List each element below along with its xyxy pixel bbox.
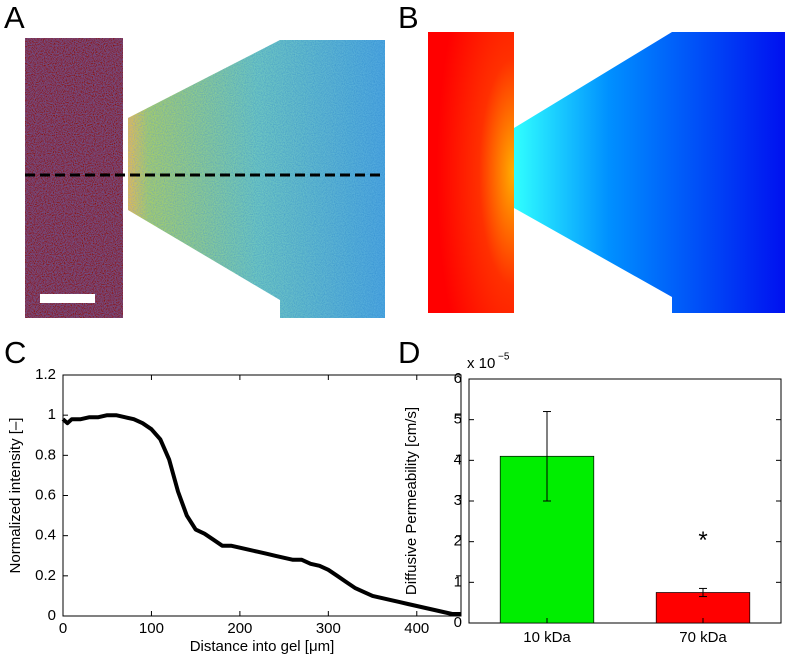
y-tick-label: 0 <box>454 614 462 631</box>
x-tick-label: 0 <box>59 620 67 637</box>
y-tick-label: 3 <box>454 492 462 509</box>
data-line <box>61 413 461 616</box>
panel-label: B <box>398 0 419 35</box>
x-axis-label: Distance into gel [μm] <box>190 638 335 655</box>
y-tick-label: 1 <box>48 406 56 423</box>
y-tick-label: 1 <box>454 573 462 590</box>
y-tick-label: 6 <box>454 370 462 387</box>
y-tick-label: 1.2 <box>35 366 56 383</box>
x-tick-label: 100 <box>139 620 164 637</box>
bar <box>655 592 751 624</box>
x-tick-label: 300 <box>316 620 341 637</box>
microscopy-image <box>25 38 385 318</box>
panel-label: A <box>4 0 25 35</box>
y-tick-label: 5 <box>454 411 462 428</box>
x-tick-label: 10 kDa <box>523 629 571 646</box>
y-tick-label: 0.8 <box>35 446 56 463</box>
y-tick-label: 0.2 <box>35 567 56 584</box>
x-tick-label: 70 kDa <box>679 629 727 646</box>
error-bar <box>543 411 551 502</box>
axis-scale-exponent: −5 <box>498 352 510 363</box>
y-tick-label: 0 <box>48 607 56 624</box>
x-tick-label: 200 <box>227 620 252 637</box>
plot-frame <box>62 374 462 617</box>
y-tick-label: 4 <box>454 451 462 468</box>
y-axis-label: Diffusive Permeability [cm/s] <box>403 407 420 595</box>
y-axis-label: Normalized intensity [–] <box>7 418 24 574</box>
simulation-image <box>428 32 785 313</box>
error-bar <box>699 587 707 598</box>
panel-label: C <box>4 335 26 370</box>
panel-label: D <box>398 335 420 370</box>
axis-scale-base: x 10 <box>467 355 495 372</box>
x-tick-label: 400 <box>404 620 429 637</box>
y-tick-label: 0.6 <box>35 486 56 503</box>
annotation: * <box>698 527 707 554</box>
y-tick-label: 2 <box>454 533 462 550</box>
y-tick-label: 0.4 <box>35 527 56 544</box>
